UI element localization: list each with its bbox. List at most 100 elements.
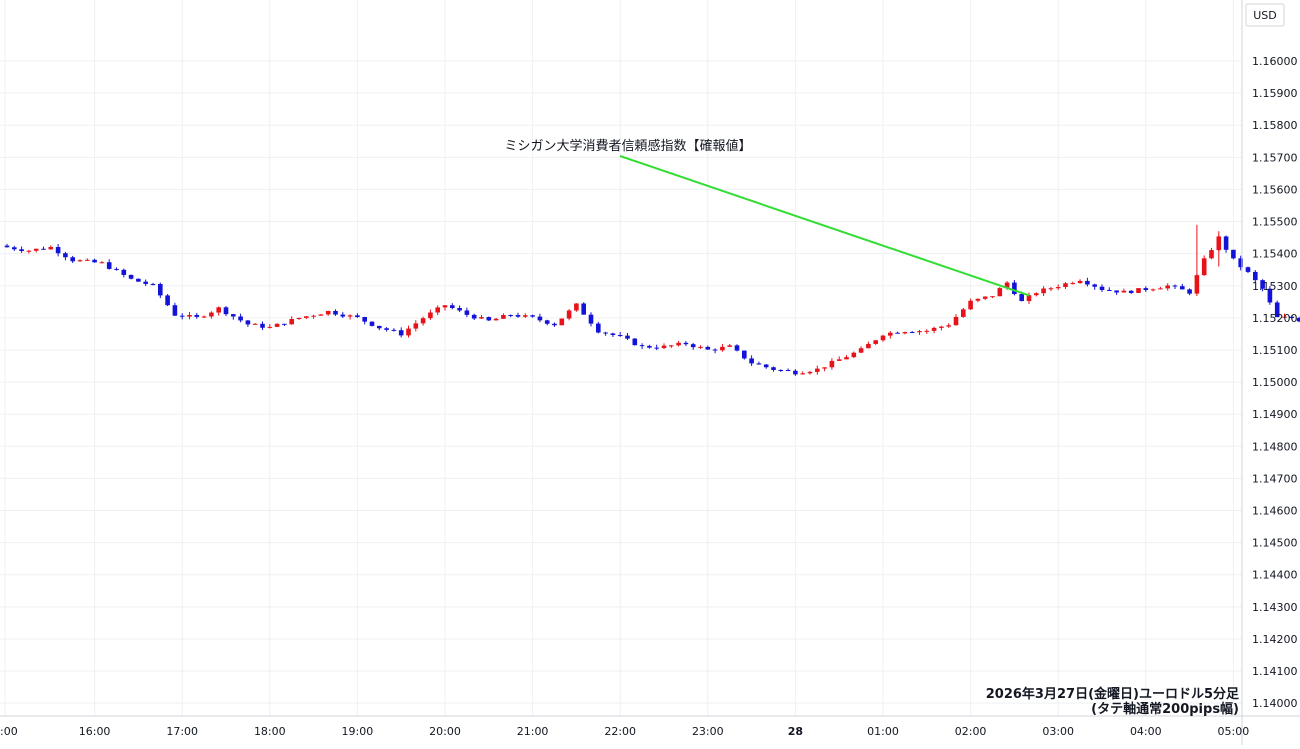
candle-body xyxy=(632,338,638,346)
candle-body xyxy=(939,326,944,328)
x-tick-label: 22:00 xyxy=(604,725,636,738)
candle-body xyxy=(523,315,528,317)
candle-body xyxy=(734,345,740,351)
x-tick-label: 02:00 xyxy=(955,725,987,738)
y-tick-label: 1.15000 xyxy=(1252,376,1298,389)
candle-body xyxy=(975,298,981,301)
candle-body xyxy=(815,368,820,372)
candle-body xyxy=(990,296,995,298)
y-tick-label: 1.15400 xyxy=(1252,248,1298,261)
candle-body xyxy=(340,314,346,317)
candle-body xyxy=(355,315,360,318)
candle-body xyxy=(384,328,389,330)
candles xyxy=(4,224,1300,376)
candle-body xyxy=(705,346,711,350)
candle-body xyxy=(1019,294,1024,302)
candle-body xyxy=(603,332,608,334)
candle-body xyxy=(325,310,331,315)
candle-body xyxy=(486,317,492,321)
candle-body xyxy=(85,259,90,261)
candle-body xyxy=(92,259,97,263)
candle-body xyxy=(413,323,419,329)
candle-body xyxy=(931,327,937,331)
candle-body xyxy=(559,318,565,326)
candle-body xyxy=(1004,282,1010,289)
candle-body xyxy=(1289,316,1295,318)
candle-body xyxy=(880,335,886,341)
candle-body xyxy=(70,257,75,262)
candle-body xyxy=(1296,317,1300,322)
candle-body xyxy=(48,246,54,250)
candle-body xyxy=(1092,284,1097,287)
candle-body xyxy=(858,348,864,353)
candle-body xyxy=(187,314,192,317)
candle-body xyxy=(435,307,440,313)
y-tick-label: 1.15900 xyxy=(1252,87,1298,100)
x-tick-label: 20:00 xyxy=(429,725,461,738)
candle-body xyxy=(106,262,112,269)
candle-body xyxy=(1231,249,1236,259)
candle-body xyxy=(179,315,185,317)
candle-body xyxy=(1055,287,1061,289)
y-tick-label: 1.14100 xyxy=(1252,665,1298,678)
candle-body xyxy=(209,312,214,317)
candle-body xyxy=(223,307,229,315)
candle-body xyxy=(756,363,762,365)
candle-body xyxy=(1077,280,1083,284)
candle-body xyxy=(581,303,586,315)
candle-body xyxy=(333,310,338,315)
candle-body xyxy=(501,315,506,319)
y-tick-label: 1.15100 xyxy=(1252,344,1298,357)
candle-body xyxy=(924,330,930,332)
candle-body xyxy=(128,274,134,279)
candle-body xyxy=(464,310,470,315)
candle-body xyxy=(420,318,426,324)
candle-body xyxy=(26,250,32,252)
x-tick-label: 05:00 xyxy=(1218,725,1250,738)
candle-body xyxy=(873,340,878,344)
candle-body xyxy=(428,312,433,319)
x-tick-label: 21:00 xyxy=(517,725,549,738)
x-tick-label: 18:00 xyxy=(254,725,286,738)
candle-body xyxy=(1048,288,1054,290)
candle-body xyxy=(289,318,294,325)
candle-body xyxy=(917,331,922,333)
candle-body xyxy=(625,335,630,339)
candle-body xyxy=(771,367,776,370)
candle-body xyxy=(742,350,747,359)
caption-line: (タテ軸通常200pips幅) xyxy=(1091,701,1239,717)
candle-body xyxy=(318,314,324,316)
candle-body xyxy=(63,253,68,258)
candle-body xyxy=(304,316,309,318)
candle-body xyxy=(1282,316,1287,318)
candle-body xyxy=(1107,289,1112,291)
candle-body xyxy=(1165,285,1170,289)
candle-body xyxy=(471,314,477,319)
candle-body xyxy=(596,323,601,333)
candle-body xyxy=(245,320,251,325)
candle-body xyxy=(508,315,513,317)
candle-body xyxy=(968,300,973,310)
candle-body xyxy=(902,332,908,334)
candle-body xyxy=(493,318,499,321)
y-tick-label: 1.14200 xyxy=(1252,633,1298,646)
candle-body xyxy=(749,358,754,364)
candle-body xyxy=(690,344,696,348)
candle-body xyxy=(136,278,141,282)
y-tick-label: 1.15300 xyxy=(1252,280,1298,293)
candle-body xyxy=(362,317,367,322)
annotation: ミシガン大学消費者信頼感指数【確報値】 2026年3月27日(金曜日)ユーロドル5… xyxy=(504,138,1240,717)
annotation-leader-line xyxy=(619,155,1030,297)
candle-body xyxy=(282,323,287,325)
candle-body xyxy=(457,308,462,311)
candle-body xyxy=(676,342,681,346)
candle-body xyxy=(654,347,659,349)
candle-body xyxy=(99,262,105,264)
candle-body xyxy=(1085,280,1090,285)
x-tick-label: 03:00 xyxy=(1042,725,1074,738)
candle-body xyxy=(1260,280,1265,289)
currency-label-box xyxy=(1245,3,1285,27)
candle-body xyxy=(1143,288,1149,291)
